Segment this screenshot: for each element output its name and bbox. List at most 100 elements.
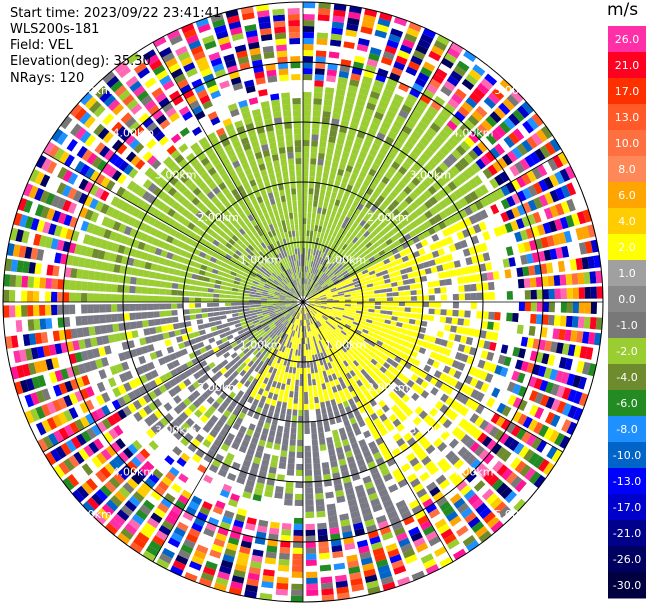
ppi-gate xyxy=(411,504,423,515)
ppi-gate xyxy=(303,92,312,99)
ppi-gate xyxy=(243,311,251,315)
ppi-gate xyxy=(309,409,315,416)
ppi-gate xyxy=(390,234,398,243)
ppi-gate xyxy=(380,302,387,306)
ppi-gate xyxy=(391,404,400,413)
ppi-gate xyxy=(511,244,520,255)
ppi-gate xyxy=(292,409,298,416)
ppi-gate xyxy=(518,445,530,459)
ppi-gate xyxy=(539,379,549,392)
ppi-gate xyxy=(566,302,573,314)
ppi-gate xyxy=(396,258,404,265)
ppi-gate xyxy=(379,526,392,536)
ppi-gate xyxy=(325,381,331,389)
ppi-gate xyxy=(464,302,471,309)
ppi-gate xyxy=(347,159,356,167)
ppi-gate xyxy=(343,387,350,395)
ppi-gate xyxy=(303,343,306,350)
ppi-gate xyxy=(438,323,446,331)
ppi-gate xyxy=(312,309,318,314)
ppi-gate xyxy=(459,335,468,344)
ppi-gate xyxy=(304,266,307,273)
ppi-gate xyxy=(325,320,331,326)
ppi-gate xyxy=(564,358,573,371)
ppi-gate xyxy=(440,294,447,301)
ppi-gate xyxy=(305,523,315,530)
ppi-gate xyxy=(305,517,315,524)
ppi-gate xyxy=(316,378,321,385)
ppi-gate xyxy=(368,290,375,295)
ppi-gate xyxy=(148,319,155,327)
ppi-gate xyxy=(389,515,401,526)
ppi-gate xyxy=(388,391,397,400)
ppi-gate xyxy=(418,361,426,370)
ppi-gate xyxy=(349,369,356,377)
ppi-gate xyxy=(452,520,466,532)
ppi-gate xyxy=(451,277,458,285)
ppi-gate xyxy=(389,72,401,82)
ppi-gate xyxy=(297,355,301,362)
ppi-gate xyxy=(360,81,371,91)
ppi-gate xyxy=(446,488,458,500)
ppi-gate xyxy=(578,392,589,407)
ppi-gate xyxy=(416,420,427,430)
ppi-gate xyxy=(486,397,496,408)
ppi-gate xyxy=(270,515,281,523)
ppi-gate xyxy=(415,542,429,553)
ppi-gate xyxy=(307,293,313,299)
ppi-gate xyxy=(439,501,452,512)
ppi-gate xyxy=(452,293,459,301)
ppi-gate xyxy=(334,318,341,323)
ppi-gate xyxy=(311,242,315,250)
ppi-gate xyxy=(549,205,559,218)
ppi-gate xyxy=(81,281,88,291)
ppi-gate xyxy=(27,319,35,331)
ppi-gate xyxy=(386,310,393,316)
ppi-gate xyxy=(159,318,167,325)
ppi-gate xyxy=(475,158,486,170)
ppi-gate xyxy=(548,220,558,233)
ppi-gate xyxy=(457,502,470,514)
ppi-gate xyxy=(330,287,337,291)
ppi-gate xyxy=(452,309,459,317)
ppi-gate xyxy=(391,348,400,355)
ppi-gate xyxy=(450,165,461,176)
ppi-gate xyxy=(339,201,346,209)
ppi-gate xyxy=(418,193,428,203)
ppi-gate xyxy=(331,339,337,346)
ppi-gate xyxy=(370,358,378,366)
ppi-gate xyxy=(453,260,462,268)
ppi-gate xyxy=(419,520,432,531)
ppi-gate xyxy=(423,245,432,254)
ppi-gate xyxy=(433,370,442,379)
ppi-gate xyxy=(191,325,199,332)
ppi-gate xyxy=(500,198,511,210)
ppi-gate xyxy=(425,383,434,393)
ppi-gate xyxy=(299,337,302,344)
ppi-gate xyxy=(490,203,500,215)
ppi-gate xyxy=(481,137,493,149)
ppi-gate xyxy=(219,294,226,298)
ppi-gate xyxy=(337,311,344,315)
ppi-gate xyxy=(320,213,326,221)
ppi-gate xyxy=(430,397,439,407)
ppi-gate xyxy=(123,285,130,293)
ppi-gate xyxy=(308,302,315,305)
ppi-gate xyxy=(556,385,566,398)
ppi-gate xyxy=(303,284,305,291)
ppi-gate xyxy=(93,304,100,313)
ppi-gate xyxy=(344,323,352,329)
ppi-gate xyxy=(488,311,495,320)
ppi-gate xyxy=(519,483,532,497)
ppi-gate xyxy=(374,553,387,562)
ppi-gate xyxy=(329,314,336,318)
ppi-gate xyxy=(428,288,435,294)
ppi-gate xyxy=(444,434,455,445)
ppi-gate xyxy=(394,156,404,165)
ppi-gate xyxy=(326,298,333,301)
ppi-gate xyxy=(380,467,391,477)
ppi-gate xyxy=(310,324,314,331)
ppi-gate xyxy=(231,306,238,310)
ppi-gate xyxy=(340,157,348,165)
ppi-gate xyxy=(307,337,310,344)
